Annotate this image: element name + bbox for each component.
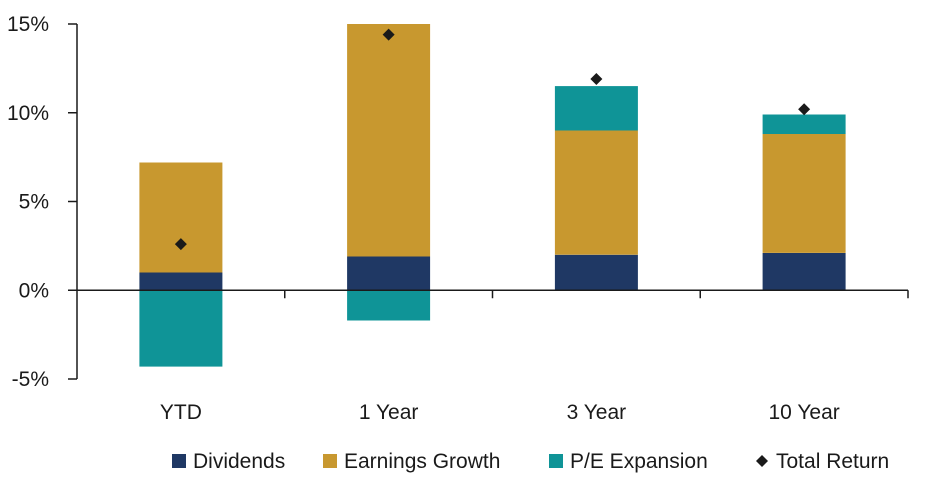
bar-dividends-10-year [762, 253, 846, 291]
bar-p-e-expansion-ytd [139, 290, 223, 367]
legend-label-dividends: Dividends [193, 450, 285, 473]
marker-total-return-10-year [798, 103, 811, 116]
legend-label-p-e-expansion: P/E Expansion [570, 450, 708, 473]
bars-layer [139, 24, 846, 367]
x-tick-label: 3 Year [567, 401, 627, 424]
y-tick-label: 0% [19, 279, 49, 302]
legend-swatch-p-e-expansion [549, 454, 563, 468]
marker-total-return-3-year [590, 73, 603, 86]
bar-dividends-3-year [554, 254, 638, 291]
legend-swatch-dividends [172, 454, 186, 468]
bar-dividends-1-year [347, 256, 431, 291]
markers-layer [174, 28, 811, 251]
x-tick-label: YTD [160, 401, 202, 424]
bar-earnings-growth-1-year [347, 24, 431, 257]
bar-p-e-expansion-1-year [347, 290, 431, 321]
legend-label-total-return: Total Return [776, 450, 889, 473]
y-tick-label: -5% [12, 368, 49, 391]
bar-earnings-growth-10-year [762, 134, 846, 253]
y-tick-label: 15% [7, 13, 49, 36]
legend-swatch-earnings-growth [323, 454, 337, 468]
marker-total-return-ytd [174, 238, 187, 251]
legend-swatch-total-return [756, 455, 768, 467]
x-tick-label: 10 Year [769, 401, 840, 424]
legend-label-earnings-growth: Earnings Growth [344, 450, 500, 473]
bar-p-e-expansion-3-year [554, 86, 638, 131]
marker-total-return-1-year [382, 28, 395, 41]
y-tick-label: 5% [19, 191, 49, 214]
labels-layer: -5% 0% 5% 10% 15% YTD 1 Year 3 Year 10 Year [7, 13, 840, 424]
y-tick-label: 10% [7, 102, 49, 125]
legend: Dividends Earnings Growth P/E Expansion Tot… [172, 450, 889, 473]
bar-earnings-growth-3-year [554, 130, 638, 255]
x-tick-label: 1 Year [359, 401, 419, 424]
bar-p-e-expansion-10-year [762, 114, 846, 134]
axes-layer [68, 23, 909, 380]
bar-dividends-ytd [139, 272, 223, 291]
bar-earnings-growth-ytd [139, 162, 223, 273]
